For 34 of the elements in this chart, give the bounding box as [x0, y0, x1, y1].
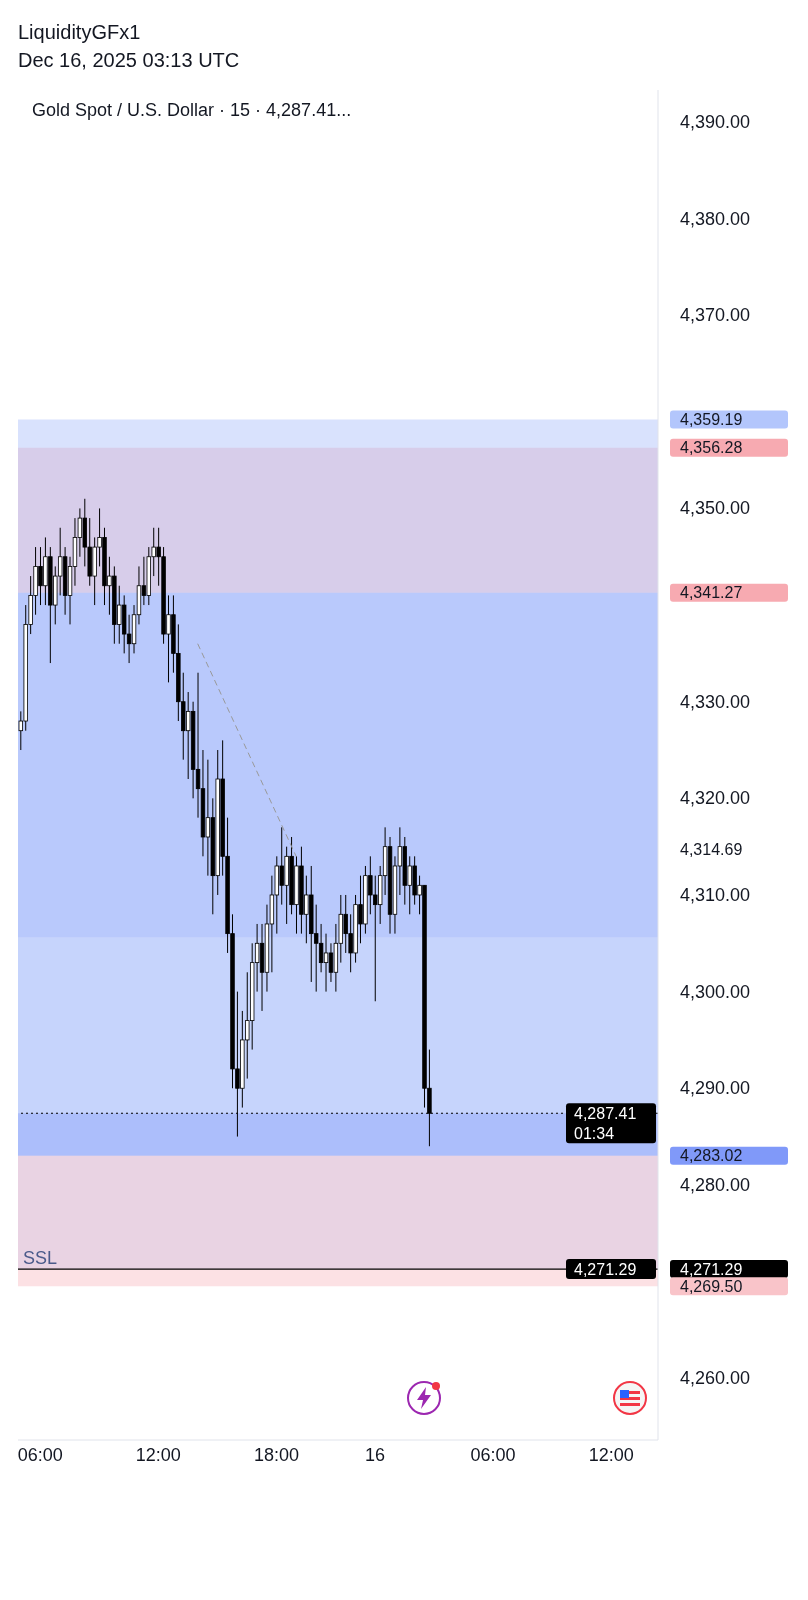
x-tick-label: 18:00 — [253, 1444, 299, 1465]
x-tick-label: 12:00 — [588, 1444, 634, 1465]
candlestick — [323, 933, 329, 993]
ref-line-label: 4,271.29 — [574, 1261, 637, 1279]
y-tick-label: 4,271.29 — [680, 1260, 743, 1278]
x-tick-label: 12:00 — [135, 1444, 181, 1465]
text: Gold Spot / U.S. Dollar · 15 · 4,287.41... — [32, 100, 352, 121]
candlestick — [205, 759, 211, 877]
y-tick-label: 4,314.69 — [680, 841, 743, 859]
y-tick-label: 4,380.00 — [680, 208, 751, 229]
annotation: 01:34 — [574, 1125, 615, 1143]
band-label: SSL — [23, 1248, 58, 1269]
y-tick-label: 4,341.27 — [680, 584, 743, 602]
y-tick-label: 4,320.00 — [680, 788, 751, 809]
text: Dec 16, 2025 03:13 UTC — [18, 48, 241, 73]
x-tick-label: 06:00 — [470, 1444, 516, 1465]
y-tick-label: 4,269.50 — [680, 1277, 743, 1295]
y-tick-label: 4,280.00 — [680, 1174, 751, 1195]
y-tick-label: 4,350.00 — [680, 498, 751, 519]
y-tick-label: 4,290.00 — [680, 1078, 751, 1099]
y-tick-label: 4,310.00 — [680, 884, 751, 905]
y-tick-label: 4,300.00 — [680, 981, 751, 1002]
candlestick — [328, 942, 334, 983]
text: LiquidityGFx1 — [18, 20, 142, 45]
x-tick-label: 06:00 — [17, 1444, 63, 1465]
ref-line-label: 4,287.41 — [574, 1105, 637, 1123]
y-tick-label: 4,390.00 — [680, 111, 751, 132]
y-tick-label: 4,356.28 — [680, 439, 743, 457]
y-tick-label: 4,370.00 — [680, 305, 751, 326]
y-tick-label: 4,330.00 — [680, 691, 751, 712]
x-tick-label: 16 — [364, 1444, 385, 1465]
y-tick-label: 4,283.02 — [680, 1147, 743, 1165]
y-tick-label: 4,359.19 — [680, 411, 743, 429]
y-tick-label: 4,260.00 — [680, 1368, 751, 1389]
